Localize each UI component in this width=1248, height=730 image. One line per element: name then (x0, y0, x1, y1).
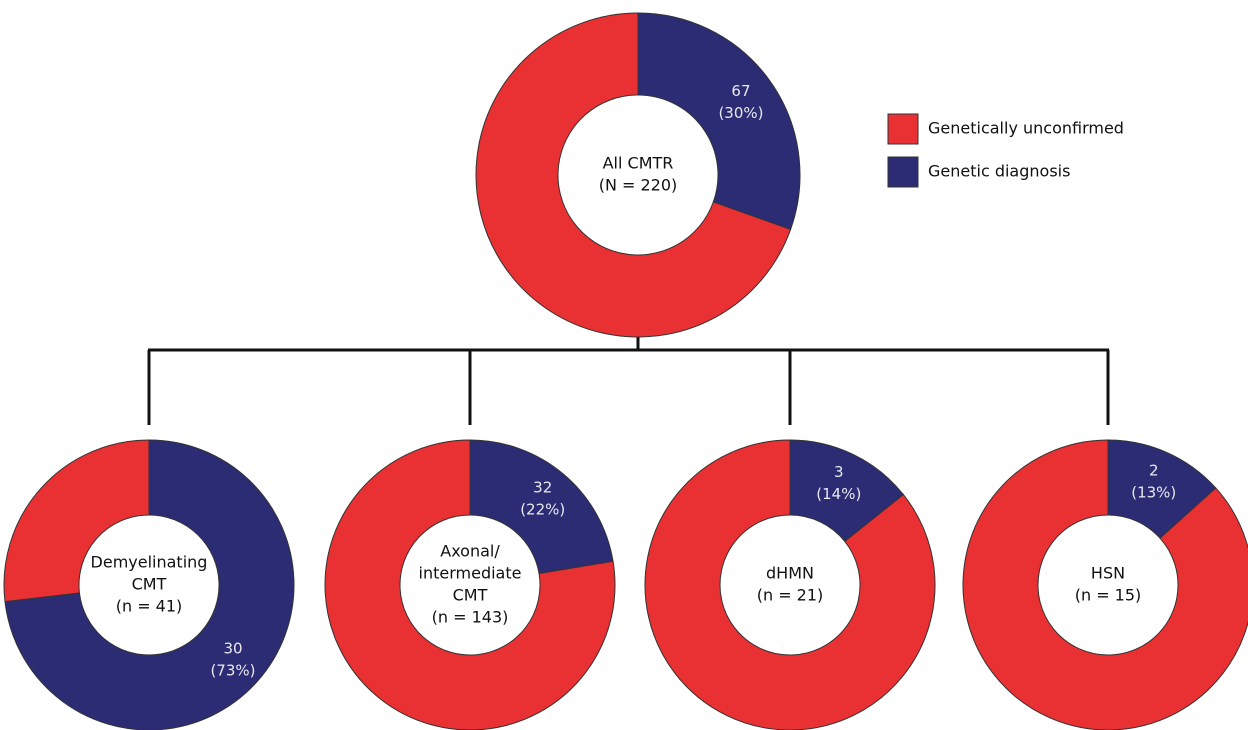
donut-center-label: (n = 41) (116, 597, 183, 616)
segment-percent-label: (14%) (816, 485, 861, 503)
segment-value-label: 3 (834, 463, 844, 481)
legend-swatch (887, 113, 919, 145)
donut-center-label: Axonal/ (440, 542, 500, 561)
donut-segment (475, 12, 792, 338)
donut-center-label: intermediate (419, 564, 522, 583)
donut-segment (324, 439, 616, 730)
legend-label: Genetically unconfirmed (928, 119, 1124, 138)
donut-segment (637, 12, 801, 231)
segment-percent-label: (13%) (1131, 484, 1176, 502)
donut-center-label: (n = 15) (1075, 586, 1142, 605)
segment-value-label: 67 (731, 82, 750, 100)
segment-percent-label: (30%) (718, 104, 763, 122)
donut-segment (469, 439, 614, 575)
donut-center-label: (N = 220) (599, 176, 678, 195)
donut-segment (962, 439, 1248, 730)
segment-value-label: 2 (1149, 462, 1159, 480)
donut-center-label: (n = 21) (757, 586, 824, 605)
donut-center-label: HSN (1091, 564, 1125, 583)
segment-value-label: 30 (223, 639, 242, 657)
legend-swatch (887, 156, 919, 188)
donut-center-label: Demyelinating (91, 553, 208, 572)
tree-connector (147, 330, 1110, 425)
donut-center-label: CMT (453, 586, 488, 605)
donut-center-label: (n = 143) (432, 608, 509, 627)
donut-center-label: CMT (132, 575, 167, 594)
donut-segment (4, 439, 295, 730)
segment-percent-label: (22%) (520, 501, 565, 519)
segment-value-label: 32 (533, 479, 552, 497)
donut-center-label: All CMTR (603, 154, 674, 173)
donut-segment (644, 439, 936, 730)
segment-percent-label: (73%) (210, 661, 255, 679)
legend-label: Genetic diagnosis (928, 162, 1070, 181)
donut-center-label: dHMN (766, 564, 814, 583)
donut-segment (3, 439, 150, 603)
